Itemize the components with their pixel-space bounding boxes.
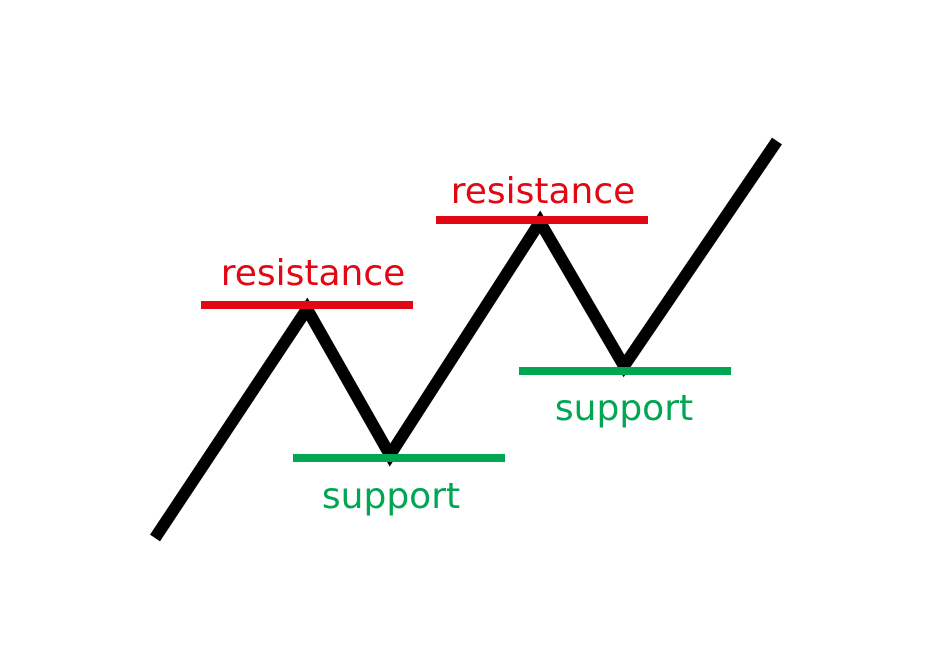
resistance-label-2: resistance xyxy=(451,171,636,212)
support-label-1: support xyxy=(322,476,460,517)
resistance-label-1: resistance xyxy=(221,253,406,294)
price-line xyxy=(150,137,782,542)
support-label-2: support xyxy=(555,388,693,429)
